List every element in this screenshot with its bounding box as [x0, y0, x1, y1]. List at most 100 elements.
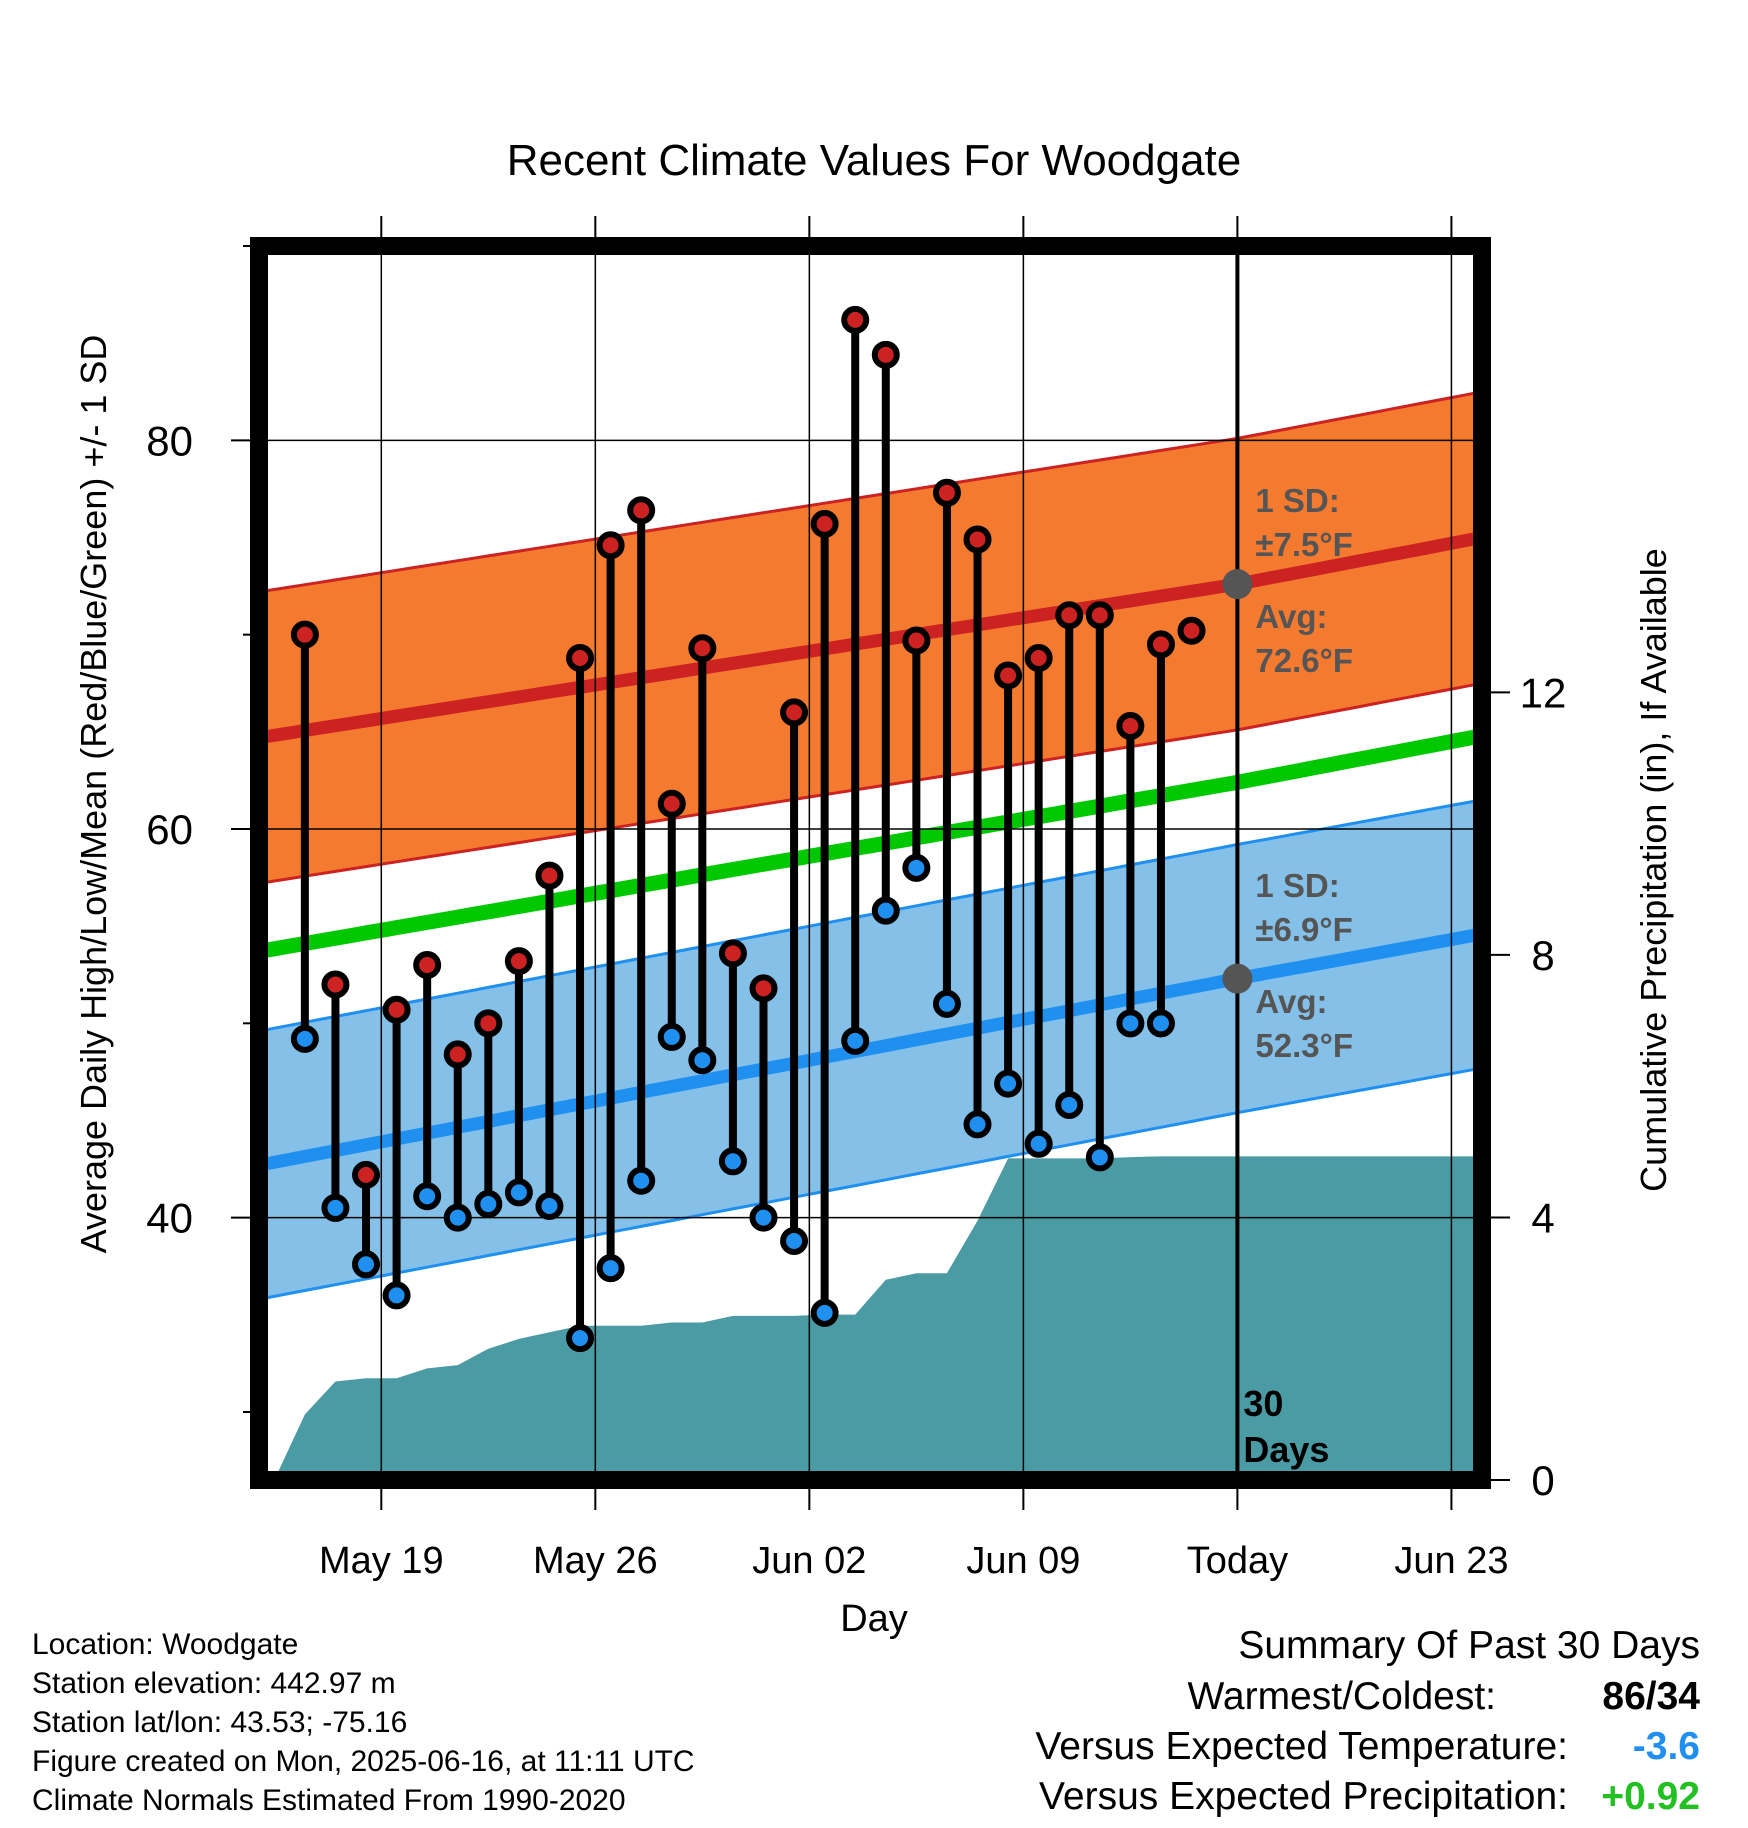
precip-anomaly-value: +0.92 [1601, 1775, 1700, 1818]
high-temp-point [810, 509, 839, 538]
today-days-label-2: Days [1243, 1429, 1329, 1470]
y-tick-label: 60 [146, 806, 193, 853]
high-sd-upper-edge [259, 390, 1482, 594]
low-sd-value: ±6.9°F [1255, 911, 1352, 948]
temp-anomaly-label: Versus Expected Temperature: [1035, 1725, 1568, 1768]
plot-frame [250, 237, 1491, 1489]
low-avg-value: 52.3°F [1255, 1027, 1353, 1064]
y2-tick-label: 8 [1531, 932, 1554, 979]
high-temp-point [749, 974, 778, 1003]
high-temp-point [443, 1040, 472, 1069]
x-axis-label: Day [840, 1598, 908, 1640]
today-low-avg-marker [1222, 963, 1253, 994]
high-avg-label: Avg: [1255, 598, 1327, 635]
high-temp-point [321, 970, 350, 999]
low-temp-point [1085, 1143, 1114, 1172]
high-temp-point [627, 496, 656, 525]
warmest-coldest-value: 86/34 [1602, 1675, 1700, 1718]
high-temp-point [596, 531, 625, 560]
high-temp-point [382, 995, 411, 1024]
low-temp-point [841, 1026, 870, 1055]
x-tick-label: May 19 [319, 1540, 444, 1582]
low-temp-point [413, 1182, 442, 1211]
high-temp-point [352, 1160, 381, 1189]
low-temp-point [474, 1190, 503, 1219]
low-temp-point [1116, 1009, 1145, 1038]
low-temp-point [810, 1298, 839, 1327]
high-temp-point [1146, 630, 1175, 659]
high-temp-point [1116, 711, 1145, 740]
today-high-avg-marker [1222, 569, 1253, 600]
x-tick-label: Jun 23 [1394, 1540, 1508, 1582]
low-temp-point [290, 1024, 319, 1053]
high-temp-point [1024, 643, 1053, 672]
high-temp-point [718, 939, 747, 968]
temp-anomaly-value: -3.6 [1632, 1725, 1700, 1768]
x-tick-label: Jun 02 [752, 1540, 866, 1582]
low-temp-point [780, 1226, 809, 1255]
y2-tick-label: 0 [1531, 1457, 1554, 1504]
y2-axis-label: Cumulative Precipitation (in), If Availa… [1633, 548, 1674, 1192]
info-normals: Climate Normals Estimated From 1990-2020 [32, 1784, 626, 1817]
high-sd-label: 1 SD: [1255, 482, 1339, 519]
low-temp-point [902, 853, 931, 882]
high-temp-point [780, 698, 809, 727]
high-temp-point [290, 620, 319, 649]
high-temp-point [413, 951, 442, 980]
high-sd-lower-edge [259, 681, 1482, 885]
avg-high-line [259, 531, 1482, 745]
precip-anomaly-label: Versus Expected Precipitation: [1039, 1775, 1568, 1818]
plot-area [259, 246, 1482, 1480]
high-temp-point [688, 634, 717, 663]
low-temp-point [688, 1046, 717, 1075]
high-temp-point [841, 305, 870, 334]
low-temp-point [963, 1110, 992, 1139]
low-temp-point [321, 1193, 350, 1222]
y2-tick-label: 4 [1531, 1194, 1554, 1241]
high-avg-value: 72.6°F [1255, 642, 1353, 679]
warmest-coldest-label: Warmest/Coldest: [1187, 1675, 1496, 1718]
y-tick-label: 40 [146, 1195, 193, 1242]
low-temp-point [504, 1178, 533, 1207]
low-temp-point [352, 1250, 381, 1279]
high-temp-point [1177, 616, 1206, 645]
precip-area [259, 1156, 1482, 1480]
low-temp-point [443, 1203, 472, 1232]
x-tick-label: May 26 [533, 1540, 658, 1582]
high-sd-value: ±7.5°F [1255, 526, 1352, 563]
low-temp-point [566, 1324, 595, 1353]
info-elevation: Station elevation: 442.97 m [32, 1667, 396, 1700]
info-created: Figure created on Mon, 2025-06-16, at 11… [32, 1745, 695, 1778]
low-sd-upper-edge [259, 798, 1482, 1033]
low-temp-point [627, 1166, 656, 1195]
today-days-label-1: 30 [1243, 1383, 1283, 1424]
low-sd-label: 1 SD: [1255, 867, 1339, 904]
low-temp-point [1024, 1129, 1053, 1158]
x-tick-label: Today [1187, 1540, 1288, 1582]
low-temp-point [932, 989, 961, 1018]
low-temp-point [596, 1254, 625, 1283]
high-temp-point [871, 340, 900, 369]
high-temp-point [657, 789, 686, 818]
high-temp-point [963, 525, 992, 554]
chart-title: Recent Climate Values For Woodgate [507, 136, 1242, 185]
info-latlon: Station lat/lon: 43.53; -75.16 [32, 1706, 408, 1739]
summary-title: Summary Of Past 30 Days [1238, 1624, 1700, 1667]
x-tick-label: Jun 09 [966, 1540, 1080, 1582]
avg-low-line [259, 927, 1482, 1172]
high-temp-point [994, 661, 1023, 690]
low-temp-point [718, 1147, 747, 1176]
low-avg-label: Avg: [1255, 983, 1327, 1020]
low-temp-point [657, 1022, 686, 1051]
low-temp-point [994, 1069, 1023, 1098]
low-sd-lower-edge [259, 1066, 1482, 1301]
low-temp-point [871, 896, 900, 925]
low-temp-point [1055, 1090, 1084, 1119]
avg-mean-line [259, 728, 1482, 959]
low-temp-point [535, 1191, 564, 1220]
high-temp-point [902, 626, 931, 655]
high-temp-point [566, 643, 595, 672]
y2-tick-label: 12 [1520, 669, 1567, 716]
high-temp-point [1085, 601, 1114, 630]
